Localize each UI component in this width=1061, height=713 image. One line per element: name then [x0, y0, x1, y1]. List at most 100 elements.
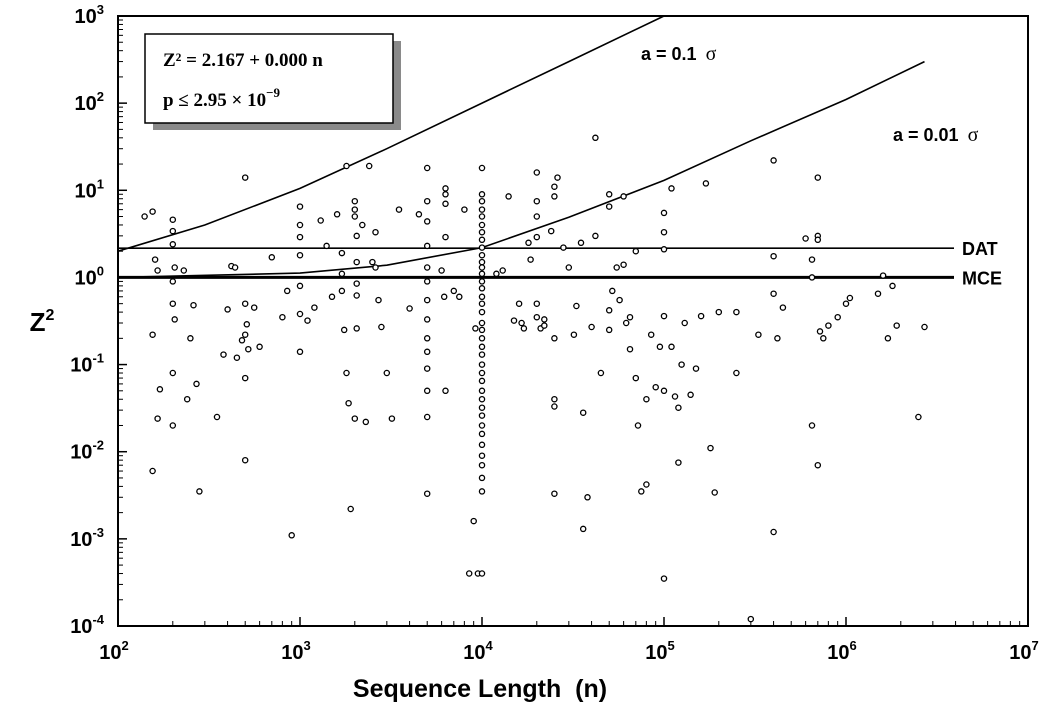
data-point	[213, 413, 221, 421]
equation-line-2-base: p ≤ 2.95 × 10	[163, 90, 266, 111]
model-curve-label: a = 0.1 σ	[641, 43, 717, 65]
data-point	[622, 319, 630, 327]
equation-box: Z² = 2.167 + 0.000 n p ≤ 2.95 × 10−9	[144, 33, 401, 130]
data-point	[478, 319, 486, 327]
data-point	[547, 227, 555, 235]
data-point	[478, 258, 486, 266]
data-point	[551, 395, 558, 403]
data-point	[442, 191, 449, 198]
data-point	[802, 235, 809, 242]
data-point	[141, 213, 148, 220]
data-point	[478, 326, 486, 334]
data-point	[478, 213, 486, 220]
data-point	[478, 285, 486, 292]
data-point	[554, 174, 561, 181]
data-point	[478, 278, 486, 285]
model-curve	[117, 60, 925, 279]
data-point	[478, 395, 486, 403]
y-axis-title: Z2	[30, 307, 55, 337]
data-point	[238, 337, 246, 344]
data-point	[224, 306, 231, 313]
data-point	[470, 517, 477, 525]
data-point	[632, 374, 640, 382]
data-point	[884, 335, 892, 342]
data-point	[243, 321, 251, 328]
data-point	[423, 197, 431, 205]
data-point	[770, 157, 777, 164]
y-tick-label-exp: -4	[92, 612, 104, 627]
data-point	[609, 287, 616, 295]
data-point	[478, 164, 486, 172]
data-point	[605, 203, 613, 210]
data-point	[678, 361, 685, 368]
x-tick-label: 106	[827, 638, 856, 664]
data-point	[478, 244, 486, 251]
data-point	[169, 422, 177, 429]
x-tick-label-base: 10	[827, 642, 849, 664]
data-point	[395, 206, 403, 213]
y-tick-label: 100	[75, 263, 104, 289]
data-point	[406, 305, 413, 312]
data-point	[231, 264, 239, 271]
equation-line-2: p ≤ 2.95 × 10−9	[163, 85, 280, 111]
data-point	[365, 162, 373, 170]
model-curve-label-text: a = 0.01	[893, 125, 964, 145]
y-tick-label: 10-2	[70, 438, 104, 464]
data-point	[423, 218, 431, 225]
model-curve-label-sigma: σ	[706, 43, 717, 65]
data-point	[423, 278, 431, 285]
data-point	[478, 422, 486, 429]
model-curve	[117, 15, 665, 252]
y-tick-label-base: 10	[70, 529, 92, 551]
data-point	[369, 258, 376, 266]
x-tick-label: 102	[99, 638, 128, 664]
data-point	[921, 323, 928, 331]
y-tick-label: 103	[75, 2, 104, 28]
data-point	[279, 313, 286, 321]
data-point	[541, 322, 548, 329]
data-point	[478, 387, 486, 395]
data-point	[478, 300, 486, 307]
data-point	[626, 345, 634, 353]
data-point	[668, 343, 675, 351]
data-point	[660, 246, 668, 253]
data-point	[233, 354, 241, 361]
data-point	[220, 351, 227, 358]
reference-lines: DAT MCE	[118, 239, 1002, 288]
x-tick-label: 103	[281, 638, 310, 664]
data-point	[814, 461, 822, 469]
y-tick-label-base: 10	[75, 6, 97, 28]
data-point	[343, 162, 350, 170]
x-tick-label: 107	[1009, 638, 1038, 664]
y-tick-label: 10-4	[70, 612, 105, 638]
data-point	[304, 317, 311, 324]
data-point	[671, 393, 679, 400]
data-point	[675, 459, 682, 466]
x-tick-label-exp: 6	[850, 638, 857, 653]
y-tick-label-base: 10	[75, 180, 97, 202]
data-point	[707, 444, 714, 452]
data-point	[551, 403, 558, 410]
data-point	[340, 326, 348, 334]
data-point	[660, 312, 668, 320]
data-point	[478, 430, 486, 438]
plot-area-frame	[117, 15, 1029, 627]
data-point	[169, 300, 177, 307]
data-point	[846, 294, 854, 302]
data-point	[620, 261, 627, 268]
data-point	[442, 200, 449, 208]
x-tick-label-base: 10	[645, 642, 667, 664]
data-point	[533, 233, 541, 241]
data-point	[808, 422, 816, 429]
data-point	[533, 213, 541, 220]
data-point	[353, 292, 360, 299]
y-tick-label-exp: 1	[97, 176, 104, 191]
data-point	[616, 296, 623, 304]
data-point	[296, 348, 304, 356]
data-points	[141, 134, 928, 623]
y-tick-label: 101	[75, 176, 104, 202]
y-axis-title-base: Z	[30, 307, 46, 337]
data-point	[478, 221, 486, 229]
data-point	[383, 369, 391, 377]
data-point	[151, 256, 159, 263]
